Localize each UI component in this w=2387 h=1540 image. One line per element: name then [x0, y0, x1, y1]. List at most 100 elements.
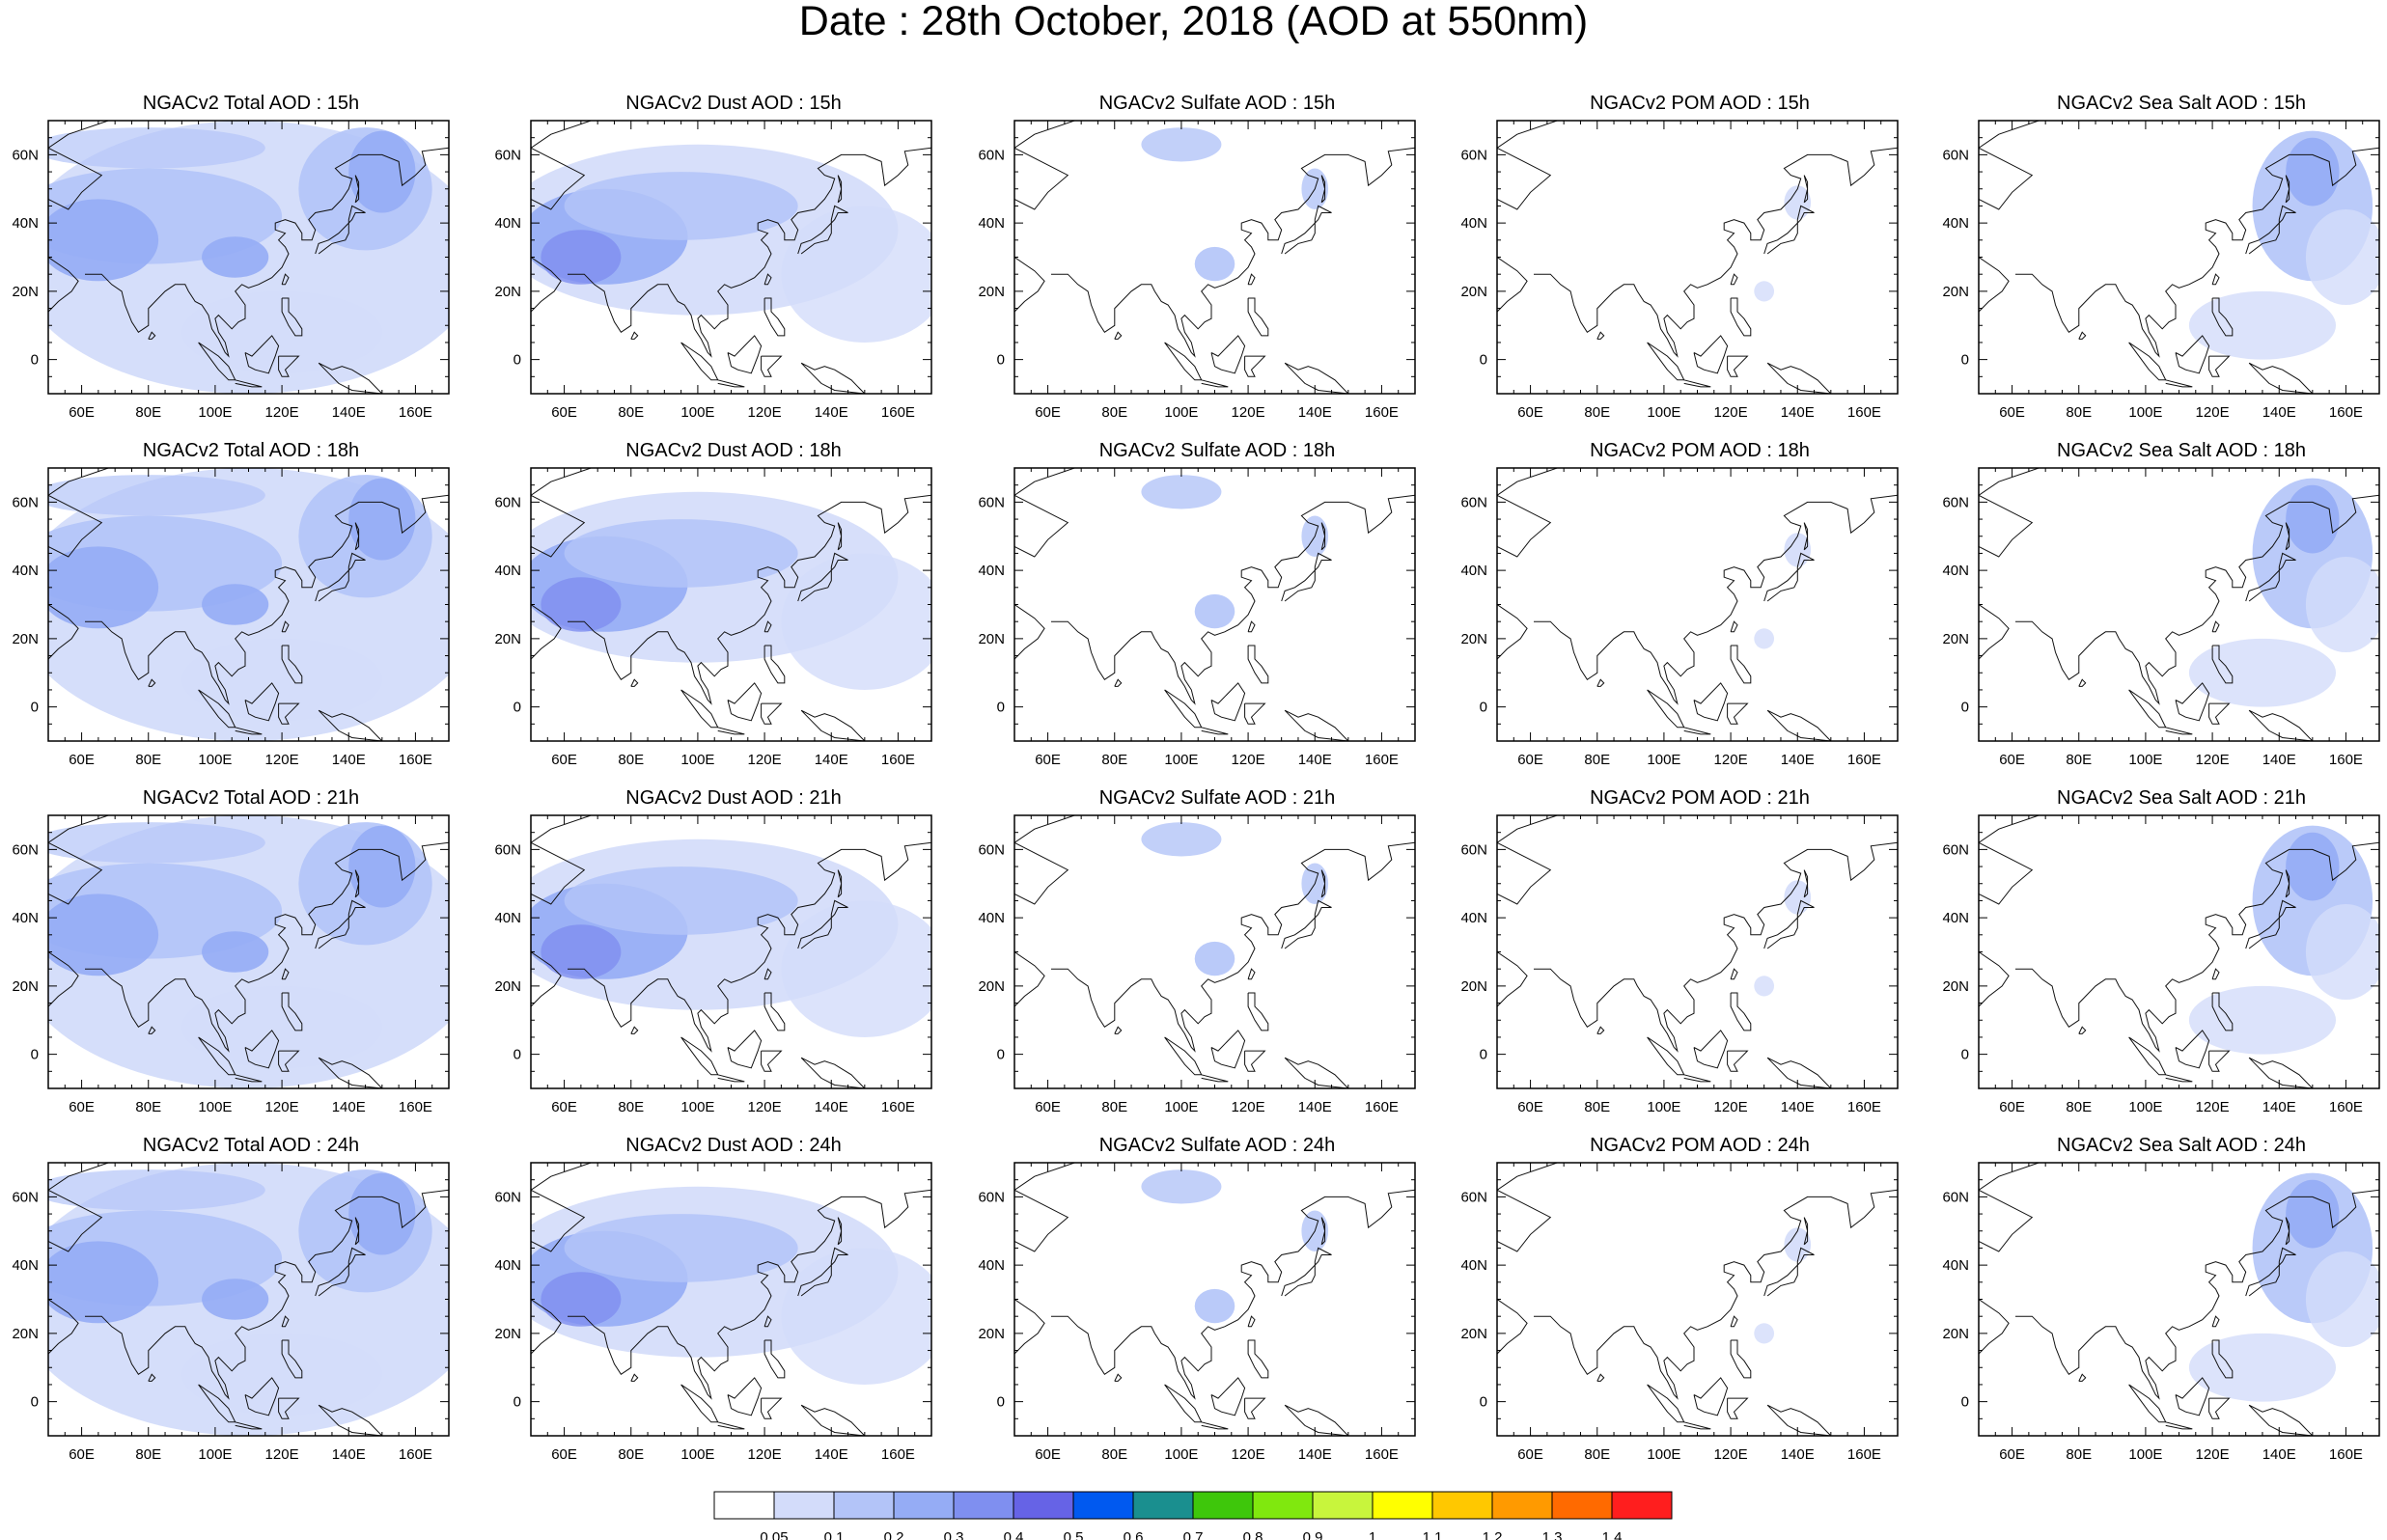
coastline: [1014, 468, 1082, 558]
coastline: [1247, 1315, 1256, 1328]
lon-tick-label: 140E: [1298, 752, 1332, 768]
coastline: [531, 1299, 562, 1355]
coastline: [531, 951, 562, 1007]
map-panel: NGACv2 Dust AOD : 24h 60E 80E 100E 120E 140E 1…: [494, 1133, 1013, 1463]
coastline: [1320, 869, 1326, 898]
aod-shading: [181, 290, 382, 373]
aod-shading: [2305, 903, 2379, 1001]
lon-tick-label: 60E: [1999, 752, 2025, 768]
lat-tick-label: 60N: [12, 147, 39, 163]
coastline: [568, 841, 931, 1053]
coastline: [680, 1384, 719, 1423]
coastline: [727, 335, 763, 374]
lat-tick-label: 40N: [494, 215, 521, 232]
coastline: [244, 1030, 280, 1069]
aod-shading: [1141, 127, 1222, 162]
aod-shading: [48, 199, 159, 282]
lat-tick-label: 20N: [1942, 1326, 1969, 1342]
aod-shading: [1784, 185, 1812, 220]
coastline: [1683, 1421, 1711, 1430]
lat-tick-label: 0: [997, 1394, 1005, 1411]
aod-shading: [48, 475, 265, 516]
coastline: [1284, 362, 1349, 394]
coastlines: [1014, 468, 1415, 741]
lon-tick-label: 80E: [1584, 1446, 1610, 1463]
coastlines: [1979, 815, 2379, 1088]
coastline: [2015, 147, 2379, 358]
map-panel: NGACv2 Sulfate AOD : 21h 60E 80E 100E 120E 14…: [978, 785, 1497, 1115]
coastlines: [531, 121, 931, 394]
coastlines: [531, 1163, 931, 1436]
coastline: [1244, 1397, 1266, 1419]
lon-tick-label: 80E: [1101, 1099, 1127, 1115]
aod-shading: [2305, 1251, 2379, 1348]
lon-tick-label: 100E: [198, 404, 232, 421]
lon-tick-label: 160E: [2329, 1099, 2363, 1115]
lat-tick-label: 0: [1480, 352, 1487, 369]
lat-tick-label: 20N: [1460, 1326, 1487, 1342]
aod-shading: [564, 1214, 798, 1282]
lat-tick-label: 40N: [978, 910, 1005, 926]
coastline: [1730, 992, 1752, 1031]
lon-tick-label: 80E: [1584, 404, 1610, 421]
aod-map: 60E 80E 100E 120E 140E 160E 60N 40N 20N 0: [494, 1162, 932, 1463]
coastlines: [1497, 121, 1898, 394]
lon-tick-label: 160E: [399, 1446, 432, 1463]
coastline: [2248, 1404, 2314, 1436]
coastline: [1497, 468, 1565, 558]
coastline: [2248, 1057, 2314, 1088]
coastline: [1320, 1217, 1326, 1246]
aod-field: [48, 468, 449, 741]
aod-shading: [1194, 941, 1235, 976]
coastline: [761, 355, 783, 377]
aod-shading: [202, 931, 269, 973]
lon-tick-label: 60E: [551, 1446, 577, 1463]
lat-tick-label: 40N: [12, 215, 39, 232]
coastline: [630, 1373, 639, 1382]
lon-tick-label: 120E: [2196, 1446, 2230, 1463]
aod-field: [1141, 127, 1329, 282]
coastline: [1247, 273, 1256, 286]
coastline: [531, 257, 562, 313]
coastline: [2165, 379, 2193, 388]
aod-field: [2188, 1172, 2379, 1402]
coastline: [1014, 1299, 1045, 1355]
coastline: [1763, 552, 1815, 602]
panel-title: NGACv2 Total AOD : 24h: [142, 1135, 360, 1156]
coastline: [763, 620, 772, 633]
lat-tick-label: 60N: [1942, 1189, 1969, 1205]
aod-map: 60E 80E 100E 120E 140E 160E 60N 40N 20N 0: [1942, 814, 2380, 1115]
coastline: [568, 1189, 931, 1400]
aod-map: 60E 80E 100E 120E 140E 160E 60N 40N 20N 0: [1460, 120, 1899, 421]
coastline: [1803, 1217, 1809, 1246]
lat-tick-label: 20N: [1460, 631, 1487, 647]
coastline: [1497, 951, 1528, 1007]
coastline: [48, 121, 116, 210]
coastline: [797, 1247, 848, 1297]
aod-shading: [48, 1169, 265, 1211]
coastline: [2128, 1036, 2167, 1076]
lon-tick-label: 160E: [2329, 404, 2363, 421]
aod-map: 60E 80E 100E 120E 140E 160E 60N 40N 20N 0: [978, 1162, 1416, 1463]
lon-tick-label: 120E: [748, 1099, 782, 1115]
lat-tick-label: 40N: [12, 563, 39, 579]
coastline: [763, 968, 772, 980]
lon-tick-label: 160E: [1365, 404, 1399, 421]
lon-tick-label: 100E: [1647, 1446, 1680, 1463]
coastline: [1247, 992, 1269, 1031]
lon-tick-label: 60E: [1035, 1446, 1061, 1463]
coastline: [1693, 682, 1729, 722]
aod-shading: [48, 894, 159, 976]
coastline: [48, 1299, 79, 1355]
coastline: [1281, 899, 1332, 949]
lon-tick-label: 100E: [1647, 1099, 1680, 1115]
coastline: [2078, 331, 2087, 340]
coastline: [837, 869, 843, 898]
coastline: [1683, 1074, 1711, 1083]
coastline: [2245, 205, 2296, 255]
lon-tick-label: 140E: [2262, 1099, 2296, 1115]
coastline: [1766, 1057, 1832, 1088]
aod-map: 60E 80E 100E 120E 140E 160E 60N 40N 20N 0: [1460, 467, 1899, 768]
coastline: [48, 468, 116, 558]
aod-map: 60E 80E 100E 120E 140E 160E 60N 40N 20N 0: [12, 1162, 450, 1463]
